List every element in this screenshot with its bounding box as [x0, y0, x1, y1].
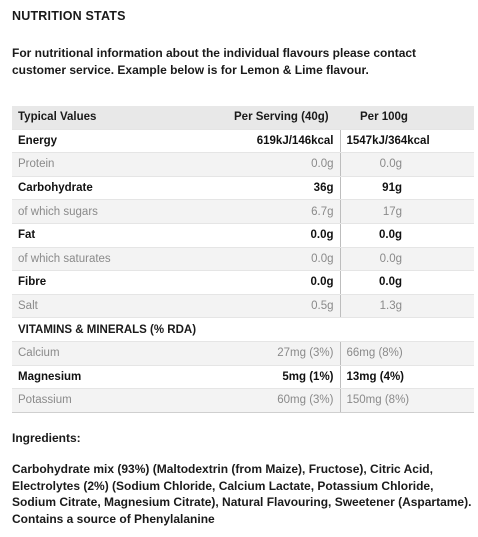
- table-row: Fat 0.0g 0.0g: [12, 223, 474, 248]
- table-row: of which saturates 0.0g 0.0g: [12, 247, 474, 272]
- header-typical-values: Typical Values: [12, 106, 228, 130]
- table-row: of which sugars 6.7g 17g: [12, 199, 474, 224]
- per-serving-value: 5mg (1%): [228, 365, 341, 390]
- per-serving-value: 619kJ/146kcal: [228, 129, 341, 154]
- per-serving-value: 6.7g: [228, 199, 341, 224]
- header-per-serving: Per Serving (40g): [228, 106, 340, 130]
- vitamins-section-label: VITAMINS & MINERALS (% RDA): [12, 317, 474, 342]
- table-row: Calcium 27mg (3%) 66mg (8%): [12, 341, 474, 366]
- per-serving-value: 60mg (3%): [228, 388, 341, 413]
- per-serving-value: 0.0g: [228, 152, 341, 177]
- table-row: Energy 619kJ/146kcal 1547kJ/364kcal: [12, 129, 474, 154]
- nutrient-label: Potassium: [12, 388, 228, 413]
- table-row: Potassium 60mg (3%) 150mg (8%): [12, 388, 474, 413]
- nutrient-label: Salt: [12, 294, 228, 319]
- table-row: Fibre 0.0g 0.0g: [12, 270, 474, 295]
- nutrient-label: Calcium: [12, 341, 228, 366]
- table-row: Magnesium 5mg (1%) 13mg (4%): [12, 365, 474, 390]
- per-100g-value: 0.0g: [340, 152, 474, 177]
- per-100g-value: 1547kJ/364kcal: [340, 129, 474, 154]
- table-row: Protein 0.0g 0.0g: [12, 152, 474, 177]
- per-100g-value: 91g: [340, 176, 474, 201]
- per-100g-value: 0.0g: [340, 223, 474, 248]
- section-row: VITAMINS & MINERALS (% RDA): [12, 317, 474, 342]
- header-per-100g: Per 100g: [340, 106, 474, 130]
- per-serving-value: 27mg (3%): [228, 341, 341, 366]
- per-100g-value: 1.3g: [340, 294, 474, 319]
- per-100g-value: 0.0g: [340, 270, 474, 295]
- table-row: Salt 0.5g 1.3g: [12, 294, 474, 319]
- per-100g-value: 13mg (4%): [340, 365, 474, 390]
- per-serving-value: 36g: [228, 176, 341, 201]
- intro-text: For nutritional information about the in…: [12, 46, 417, 77]
- per-100g-value: 150mg (8%): [340, 388, 474, 413]
- nutrient-label: Protein: [12, 152, 228, 177]
- nutrient-label: Carbohydrate: [12, 176, 228, 201]
- per-serving-value: 0.5g: [228, 294, 341, 319]
- per-100g-value: 66mg (8%): [340, 341, 474, 366]
- nutrient-label: of which sugars: [12, 199, 228, 224]
- per-100g-value: 0.0g: [340, 247, 474, 272]
- table-header-row: Typical Values Per Serving (40g) Per 100…: [12, 106, 474, 130]
- nutrient-label: Energy: [12, 129, 228, 154]
- page-title: NUTRITION STATS: [12, 9, 126, 23]
- nutrient-label: Fibre: [12, 270, 228, 295]
- per-serving-value: 0.0g: [228, 247, 341, 272]
- per-serving-value: 0.0g: [228, 223, 341, 248]
- table-row: Carbohydrate 36g 91g: [12, 176, 474, 201]
- nutrient-label: of which saturates: [12, 247, 228, 272]
- nutrition-table: Typical Values Per Serving (40g) Per 100…: [12, 106, 474, 413]
- ingredients-text: Carbohydrate mix (93%) (Maltodextrin (fr…: [12, 462, 472, 526]
- nutrient-label: Fat: [12, 223, 228, 248]
- nutrient-label: Magnesium: [12, 365, 228, 390]
- ingredients-heading: Ingredients:: [12, 431, 81, 445]
- per-serving-value: 0.0g: [228, 270, 341, 295]
- per-100g-value: 17g: [340, 199, 474, 224]
